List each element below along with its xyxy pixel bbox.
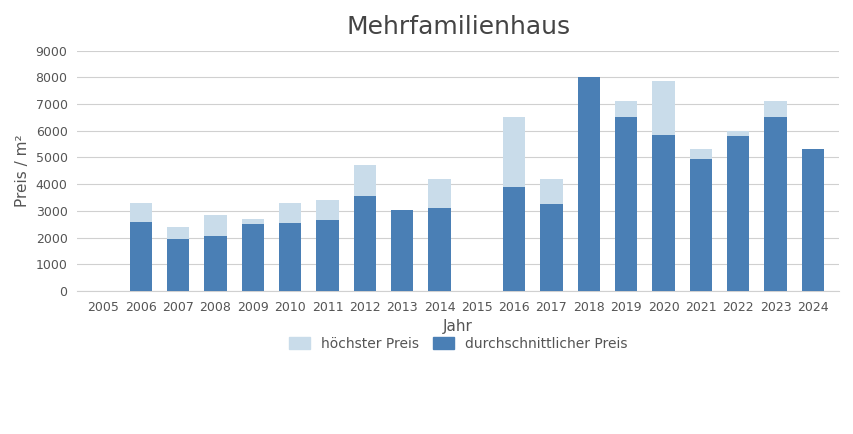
Bar — [689, 159, 711, 291]
Y-axis label: Preis / m²: Preis / m² — [15, 135, 30, 207]
Bar — [689, 149, 711, 291]
Bar — [353, 196, 375, 291]
Bar — [204, 215, 226, 291]
Bar — [241, 219, 264, 291]
Bar — [316, 220, 339, 291]
Bar — [614, 118, 636, 291]
Bar — [427, 179, 450, 291]
Bar — [241, 224, 264, 291]
Bar — [577, 77, 600, 291]
Bar — [204, 236, 226, 291]
Bar — [166, 227, 189, 291]
Bar — [540, 204, 562, 291]
Bar — [763, 118, 786, 291]
Bar — [614, 102, 636, 291]
Bar — [391, 210, 413, 291]
Bar — [353, 165, 375, 291]
Bar — [577, 77, 600, 291]
Legend: höchster Preis, durchschnittlicher Preis: höchster Preis, durchschnittlicher Preis — [283, 331, 632, 356]
Bar — [279, 203, 301, 291]
Title: Mehrfamilienhaus: Mehrfamilienhaus — [345, 15, 570, 39]
Bar — [130, 221, 152, 291]
Bar — [502, 118, 525, 291]
Bar — [279, 223, 301, 291]
Bar — [391, 210, 413, 291]
Bar — [130, 203, 152, 291]
Bar — [801, 149, 823, 291]
Bar — [427, 208, 450, 291]
Bar — [726, 131, 749, 291]
X-axis label: Jahr: Jahr — [443, 319, 473, 334]
Bar — [763, 102, 786, 291]
Bar — [316, 200, 339, 291]
Bar — [726, 136, 749, 291]
Bar — [652, 135, 674, 291]
Bar — [502, 187, 525, 291]
Bar — [166, 239, 189, 291]
Bar — [801, 149, 823, 291]
Bar — [540, 179, 562, 291]
Bar — [652, 81, 674, 291]
